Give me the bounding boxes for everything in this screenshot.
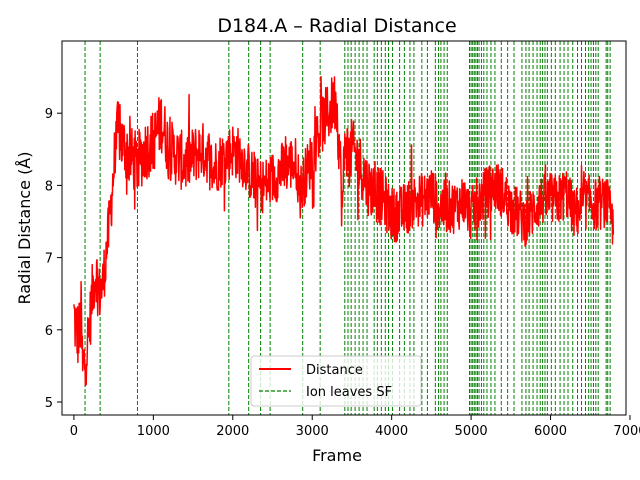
y-tick-label: 5 [45,396,53,411]
y-axis-label: Radial Distance (Å) [15,152,34,305]
chart-title: D184.A – Radial Distance [217,15,456,37]
x-tick-label: 3000 [296,424,329,439]
legend-box [250,355,422,407]
x-axis-label: Frame [312,446,362,465]
legend-distance-label: Distance [306,363,363,378]
x-tick-label: 7000 [613,424,640,439]
x-axis-ticks: 0 1000 2000 3000 4000 5000 6000 7000 [70,415,640,439]
y-tick-label: 9 [45,107,53,122]
plot-frame [61,40,627,416]
distance-series [73,76,615,387]
legend-ion-label: Ion leaves SF [306,385,392,400]
x-tick-label: 6000 [534,424,567,439]
plot-area [61,40,627,416]
distance-line [73,76,615,387]
y-tick-label: 8 [45,179,53,194]
legend: Distance Ion leaves SF [250,355,422,407]
y-tick-label: 6 [45,324,53,339]
x-tick-label: 5000 [455,424,488,439]
y-axis-ticks: 5 6 7 8 9 [45,107,62,411]
x-tick-label: 2000 [216,424,249,439]
y-tick-label: 7 [45,252,53,267]
x-tick-label: 4000 [375,424,408,439]
x-tick-label: 1000 [137,424,170,439]
x-tick-label: 0 [70,424,78,439]
